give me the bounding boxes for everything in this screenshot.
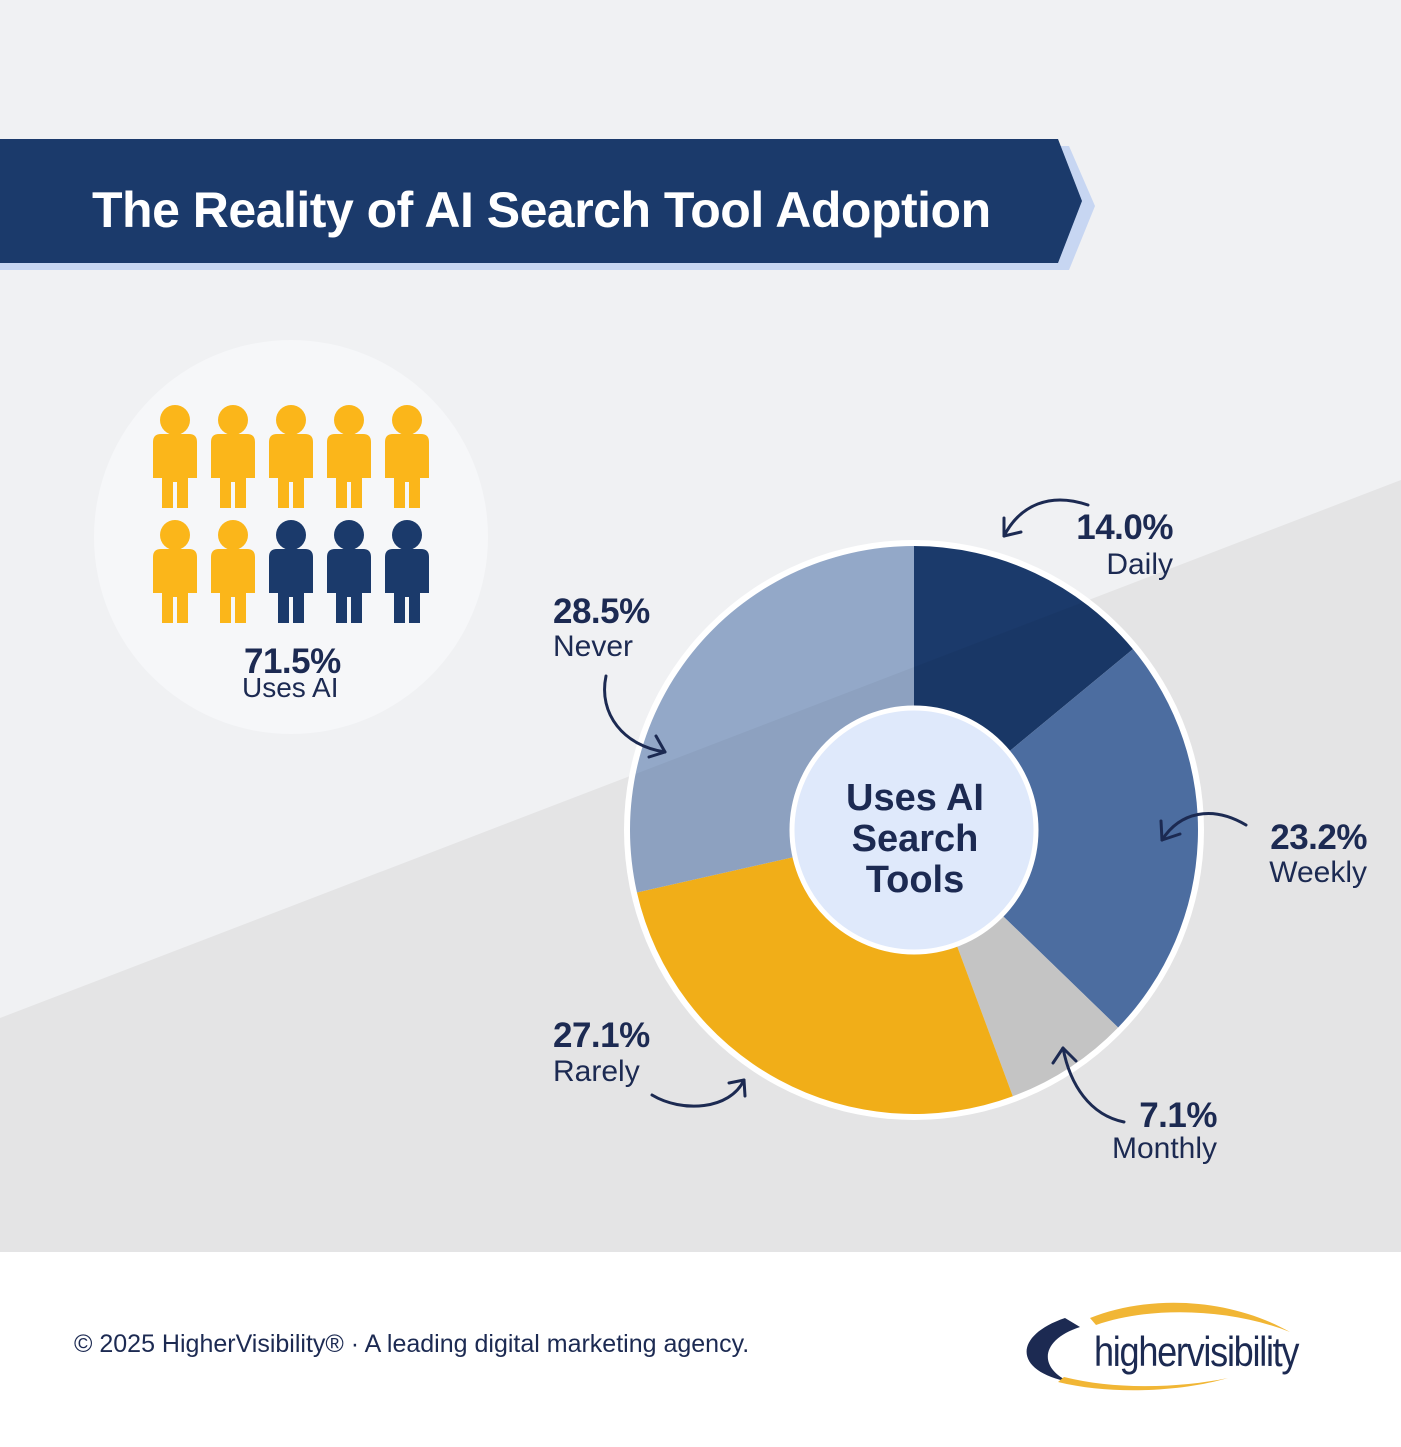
center-label-line-1: Uses AI	[846, 777, 984, 819]
person-icon	[211, 405, 255, 508]
logo-swoosh-icon	[1026, 1302, 1290, 1391]
slice-daily	[914, 546, 1133, 754]
center-label-line-3: Tools	[865, 859, 965, 901]
rarely-arrow	[650, 1078, 747, 1108]
person-icon	[385, 405, 429, 508]
person-icon	[211, 520, 255, 623]
donut-shade	[630, 546, 1198, 1114]
person-icon	[327, 520, 371, 623]
data-label-rarely-name: Rarely	[553, 1055, 640, 1088]
donut-center	[789, 705, 1039, 955]
person-icon	[327, 405, 371, 508]
data-label-monthly-value: 7.1%	[1139, 1096, 1217, 1135]
person-icon	[153, 405, 197, 508]
monthly-arrow	[1051, 1046, 1126, 1124]
slice-weekly	[1000, 649, 1199, 1028]
data-label-weekly-value: 23.2%	[1270, 818, 1367, 857]
data-label-daily-name: Daily	[1106, 548, 1173, 581]
person-icon	[385, 520, 429, 623]
brand-logo-text: highervisibility	[1094, 1328, 1299, 1375]
never-arrow	[603, 674, 667, 759]
data-label-weekly-name: Weekly	[1269, 856, 1367, 889]
data-label-rarely-value: 27.1%	[553, 1016, 650, 1055]
person-icon	[153, 520, 197, 623]
person-icon	[269, 405, 313, 508]
slice-rarely	[636, 856, 1013, 1114]
donut-center-label: Uses AI Search Tools	[800, 778, 1030, 901]
center-label-line-2: Search	[851, 818, 979, 860]
donut-slices	[629, 546, 1199, 1114]
page-title: The Reality of AI Search Tool Adoption	[92, 182, 991, 238]
footer-copyright: © 2025 HigherVisibility® · A leading dig…	[74, 1330, 750, 1358]
banner	[0, 139, 1082, 263]
daily-arrow	[1002, 498, 1090, 538]
footer-background	[0, 1252, 1401, 1447]
weekly-arrow	[1159, 812, 1248, 842]
data-label-never-value: 28.5%	[553, 592, 650, 631]
pictogram-value: 71.5%	[244, 642, 341, 681]
data-label-never-name: Never	[553, 630, 634, 663]
slice-monthly	[955, 913, 1119, 1097]
pictogram-people	[153, 405, 429, 623]
person-icon	[269, 520, 313, 623]
data-label-monthly-name: Monthly	[1111, 1132, 1217, 1165]
slice-never	[629, 546, 914, 893]
data-label-daily-value: 14.0%	[1076, 508, 1173, 547]
pictogram-caption: Uses AI	[242, 672, 339, 703]
